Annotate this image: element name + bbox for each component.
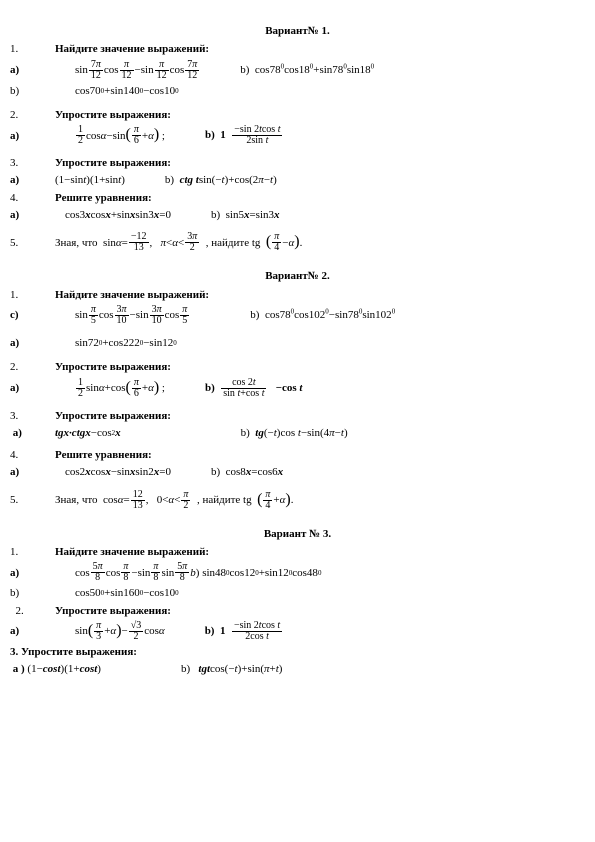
item-expr: cos5π8cosπ8−sinπ8sin5π8b) sin480cos120+s… [55,562,585,583]
item-num: 1. [10,288,55,302]
item-text: Упростите выражения: [55,360,585,374]
item-expr: 12sinα+cos(π6+α) ; b) cos 2tsin t+cos t … [55,378,585,399]
item-expr: Зная, что sinα=−1213 , π<α<3π2 , найдите… [55,232,585,253]
item-expr: (1−sin t)(1+sin t) b) ctg tsin(−t)+cos(2… [55,173,585,187]
item-expr: tgx·ctgx−cos2x b) tg(−t)cos t−sin(4π−t) [55,426,585,440]
item-text: Упростите выражения: [55,604,585,618]
item-text: Найдите значение выражений: [55,288,585,302]
item-expr: cos3xcosx+sinxsin3x=0 b) sin5x=sin3x [55,208,585,222]
item-expr: sinπ5cos3π10−sin3π10cosπ5 b) cos780cos10… [55,305,585,326]
item-num: a) [10,624,55,638]
item-row: 4. Решите уравнения: [10,448,585,462]
item-num: 3. [10,409,55,423]
col-b-label: b) cos8x=cos6x [211,465,283,479]
item-expr: cos2xcosx−sinxsin2x=0 b) cos8x=cos6x [55,465,585,479]
item-row: 4. Решите уравнения: [10,191,585,205]
item-text: Упростите выражения: [55,156,585,170]
item-num: 3. [10,156,55,170]
col-b-label: b) 1 −sin 2tcos t2cos t [205,621,284,642]
item-text: Найдите значение выражений: [55,545,585,559]
item-row: 1. Найдите значение выражений: [10,42,585,56]
item-text: Упростите выражения: [55,108,585,122]
item-row: a) (1−sin t)(1+sin t) b) ctg tsin(−t)+co… [10,173,585,187]
item-num: a) [10,173,55,187]
item-expr: cos500+sin1600−cos100 [55,586,585,600]
item-num: 5. [10,493,55,507]
item-num: a) [10,426,55,440]
item-num: b) [10,84,55,98]
item-row: a) sin720+cos2220−sin120 [10,336,585,350]
col-b-label: b) cos 2tsin t+cos t −cos t [205,378,303,399]
item-row: a ) (1−cost)(1+cost) b) tgtcos(−t)+sin(π… [10,662,585,676]
item-num: a) [10,63,55,77]
col-b-label: b) sin5x=sin3x [211,208,280,222]
item-num: a) [10,336,55,350]
item-text: Найдите значение выражений: [55,42,585,56]
item-row: c) sinπ5cos3π10−sin3π10cosπ5 b) cos780co… [10,305,585,326]
variant-title: Вариант № 3. [10,527,585,541]
item-num: a) [10,465,55,479]
variant-title: Вариант№ 1. [10,24,585,38]
item-row: 2. Упростите выражения: [10,360,585,374]
col-b-label: b) ctg tsin(−t)+cos(2π−t) [165,173,277,187]
item-row: a) cos2xcosx−sinxsin2x=0 b) cos8x=cos6x [10,465,585,479]
col-b-label: b) cos780cos1020−sin780sin1020 [250,308,395,322]
item-num: 5. [10,236,55,250]
item-row: a) sin7π12cosπ12−sinπ12cos7π12 b) cos780… [10,60,585,81]
item-row: 3. Упростите выражения: [10,409,585,423]
item-expr: sin7π12cosπ12−sinπ12cos7π12 b) cos780cos… [55,60,585,81]
item-row: a) sin(π3+α)−√32cosα b) 1 −sin 2tcos t2c… [10,621,585,642]
col-b-label: b) tg(−t)cos t−sin(4π−t) [241,426,348,440]
item-text: 3. Упростите выражения: [10,645,585,659]
item-text: Решите уравнения: [55,448,585,462]
item-num: b) [10,586,55,600]
item-num: 4. [10,448,55,462]
item-text: Упростите выражения: [55,409,585,423]
item-row: 1. Найдите значение выражений: [10,545,585,559]
item-num: 2. [10,360,55,374]
item-num: 1. [10,42,55,56]
col-b-label: b) tgtcos(−t)+sin(π+t) [181,662,282,676]
item-text: Решите уравнения: [55,191,585,205]
item-num: a) [10,129,55,143]
item-row: a) tgx·ctgx−cos2x b) tg(−t)cos t−sin(4π−… [10,426,585,440]
item-row: a) 12sinα+cos(π6+α) ; b) cos 2tsin t+cos… [10,378,585,399]
variant-title: Вариант№ 2. [10,269,585,283]
item-num: a) [10,208,55,222]
item-row: 2. Упростите выражения: [10,604,585,618]
item-expr: sin720+cos2220−sin120 [55,336,585,350]
item-row: a) cos5π8cosπ8−sinπ8sin5π8b) sin480cos12… [10,562,585,583]
item-num: a) [10,566,55,580]
item-row: 3. Упростите выражения: [10,645,585,659]
item-row: 1. Найдите значение выражений: [10,288,585,302]
item-row: 5. Зная, что sinα=−1213 , π<α<3π2 , найд… [10,232,585,253]
item-num: 4. [10,191,55,205]
col-b-label: b) cos780cos180+sin780sin180 [240,63,374,77]
item-num: a) [10,381,55,395]
item-expr: Зная, что cosα=1213 , 0<α<π2 , найдите t… [55,490,585,511]
item-row: 3. Упростите выражения: [10,156,585,170]
item-row: 5. Зная, что cosα=1213 , 0<α<π2 , найдит… [10,490,585,511]
item-row: 2. Упростите выражения: [10,108,585,122]
item-num: c) [10,308,55,322]
item-expr: 12cosα−sin(π6+α) ; b) 1 −sin 2tcos t2sin… [55,125,585,146]
item-num: 2. [10,108,55,122]
item-row: b) cos700+sin1400−cos100 [10,84,585,98]
col-b-label: b) 1 −sin 2tcos t2sin t [205,125,284,146]
item-row: a) cos3xcosx+sinxsin3x=0 b) sin5x=sin3x [10,208,585,222]
item-expr: sin(π3+α)−√32cosα b) 1 −sin 2tcos t2cos … [55,621,585,642]
item-expr: a ) (1−cost)(1+cost) b) tgtcos(−t)+sin(π… [10,662,585,676]
item-num: 2. [10,604,55,618]
item-row: b) cos500+sin1600−cos100 [10,586,585,600]
item-expr: cos700+sin1400−cos100 [55,84,585,98]
item-row: a) 12cosα−sin(π6+α) ; b) 1 −sin 2tcos t2… [10,125,585,146]
item-num: 1. [10,545,55,559]
